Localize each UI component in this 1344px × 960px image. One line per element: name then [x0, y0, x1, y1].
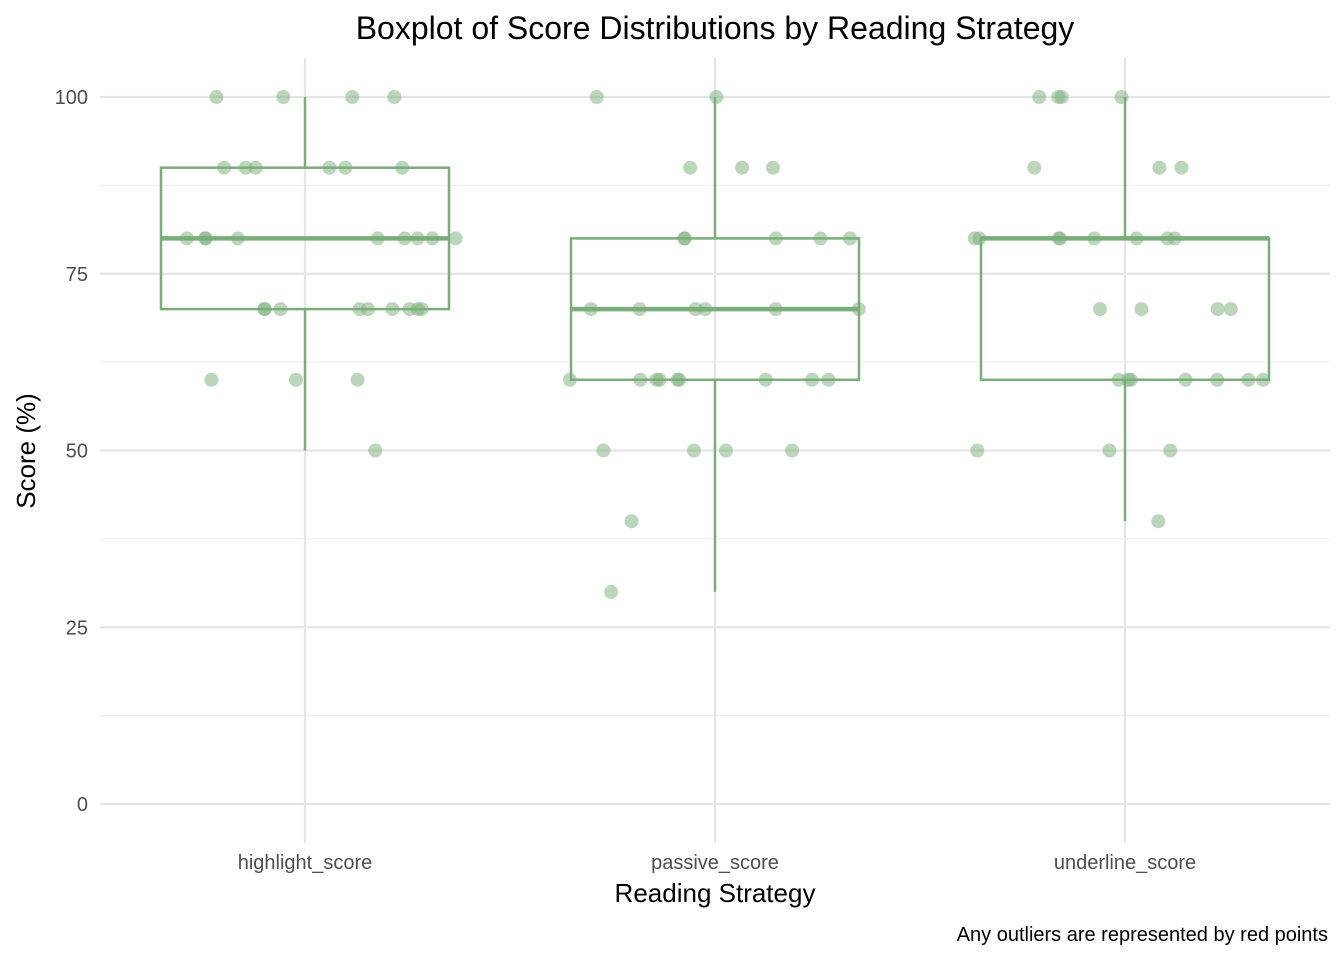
data-point	[562, 372, 577, 387]
data-point	[1174, 160, 1189, 175]
data-point	[368, 443, 383, 458]
y-tick-label: 50	[66, 441, 88, 463]
data-point	[589, 90, 604, 104]
data-point	[361, 302, 375, 317]
data-point	[1027, 160, 1042, 175]
data-point	[1129, 231, 1144, 246]
data-point	[972, 231, 987, 246]
x-tick-label: underline_score	[1054, 852, 1196, 874]
data-point	[276, 90, 291, 104]
data-point	[273, 302, 288, 317]
data-point	[1151, 514, 1166, 529]
data-point	[322, 160, 337, 175]
data-point	[683, 160, 698, 175]
data-point	[179, 231, 194, 246]
chart-caption: Any outliers are represented by red poin…	[957, 924, 1328, 946]
data-point	[604, 584, 619, 599]
data-point	[851, 302, 866, 317]
data-point	[672, 372, 687, 387]
data-point	[1051, 231, 1066, 246]
data-point	[843, 231, 857, 246]
chart-title: Boxplot of Score Distributions by Readin…	[356, 10, 1075, 46]
data-point	[448, 231, 463, 246]
data-point	[1210, 302, 1225, 317]
data-point	[649, 372, 664, 387]
data-point	[709, 90, 724, 104]
data-point	[624, 514, 639, 529]
data-point	[1111, 372, 1126, 387]
data-point	[1093, 302, 1107, 317]
data-point	[1163, 443, 1178, 458]
data-point	[209, 90, 224, 104]
boxes-layer	[159, 97, 1271, 592]
data-point	[338, 160, 353, 175]
data-point	[766, 160, 780, 175]
data-point	[758, 372, 773, 387]
data-point	[385, 302, 400, 317]
y-axis-tick-labels: 0 25 50 75 100	[55, 87, 88, 816]
data-point	[387, 90, 402, 104]
data-point	[370, 231, 385, 246]
data-point	[257, 302, 272, 317]
data-point	[970, 443, 985, 458]
data-point	[688, 302, 703, 317]
data-point	[397, 231, 412, 246]
data-point	[698, 302, 713, 317]
data-point	[677, 231, 692, 246]
data-point	[584, 302, 598, 317]
data-point	[768, 231, 783, 246]
data-point	[217, 160, 232, 175]
data-point	[1123, 372, 1138, 387]
data-point	[813, 231, 828, 246]
data-point	[805, 372, 819, 387]
data-point	[1223, 302, 1238, 317]
data-point	[350, 372, 365, 387]
data-point	[248, 160, 263, 175]
data-point	[1256, 372, 1271, 387]
data-point	[230, 231, 245, 246]
y-tick-label: 75	[66, 264, 88, 286]
data-point	[1160, 231, 1175, 246]
data-point	[402, 302, 417, 317]
data-point	[289, 372, 303, 387]
y-tick-label: 25	[66, 617, 88, 639]
data-point	[345, 90, 360, 104]
data-point	[1152, 160, 1167, 175]
x-axis-title: Reading Strategy	[615, 878, 816, 908]
data-point	[238, 160, 253, 175]
data-point	[632, 302, 647, 317]
data-point	[768, 302, 783, 317]
x-tick-label: passive_score	[651, 852, 779, 874]
data-point	[686, 443, 701, 458]
jitter-points-layer	[179, 90, 1271, 599]
data-point	[1210, 372, 1225, 387]
data-point	[633, 372, 648, 387]
data-point	[425, 231, 440, 246]
data-point	[718, 443, 733, 458]
data-point	[821, 372, 836, 387]
data-point	[395, 160, 410, 175]
data-point	[735, 160, 750, 175]
data-point	[1241, 372, 1256, 387]
data-point	[1054, 90, 1069, 104]
x-axis-tick-labels: highlight_score passive_score underline_sc…	[238, 852, 1196, 874]
data-point	[410, 231, 425, 246]
x-tick-label: highlight_score	[238, 852, 373, 874]
data-point	[1114, 90, 1129, 104]
data-point	[1178, 372, 1193, 387]
data-point	[204, 372, 219, 387]
data-point	[1102, 443, 1117, 458]
data-point	[198, 231, 213, 246]
data-point	[1087, 231, 1102, 246]
y-axis-title: Score (%)	[11, 393, 41, 509]
data-point	[785, 443, 800, 458]
y-tick-label: 0	[77, 794, 88, 816]
data-point	[596, 443, 611, 458]
y-tick-label: 100	[55, 87, 88, 109]
data-point	[1032, 90, 1047, 104]
data-point	[1134, 302, 1149, 317]
